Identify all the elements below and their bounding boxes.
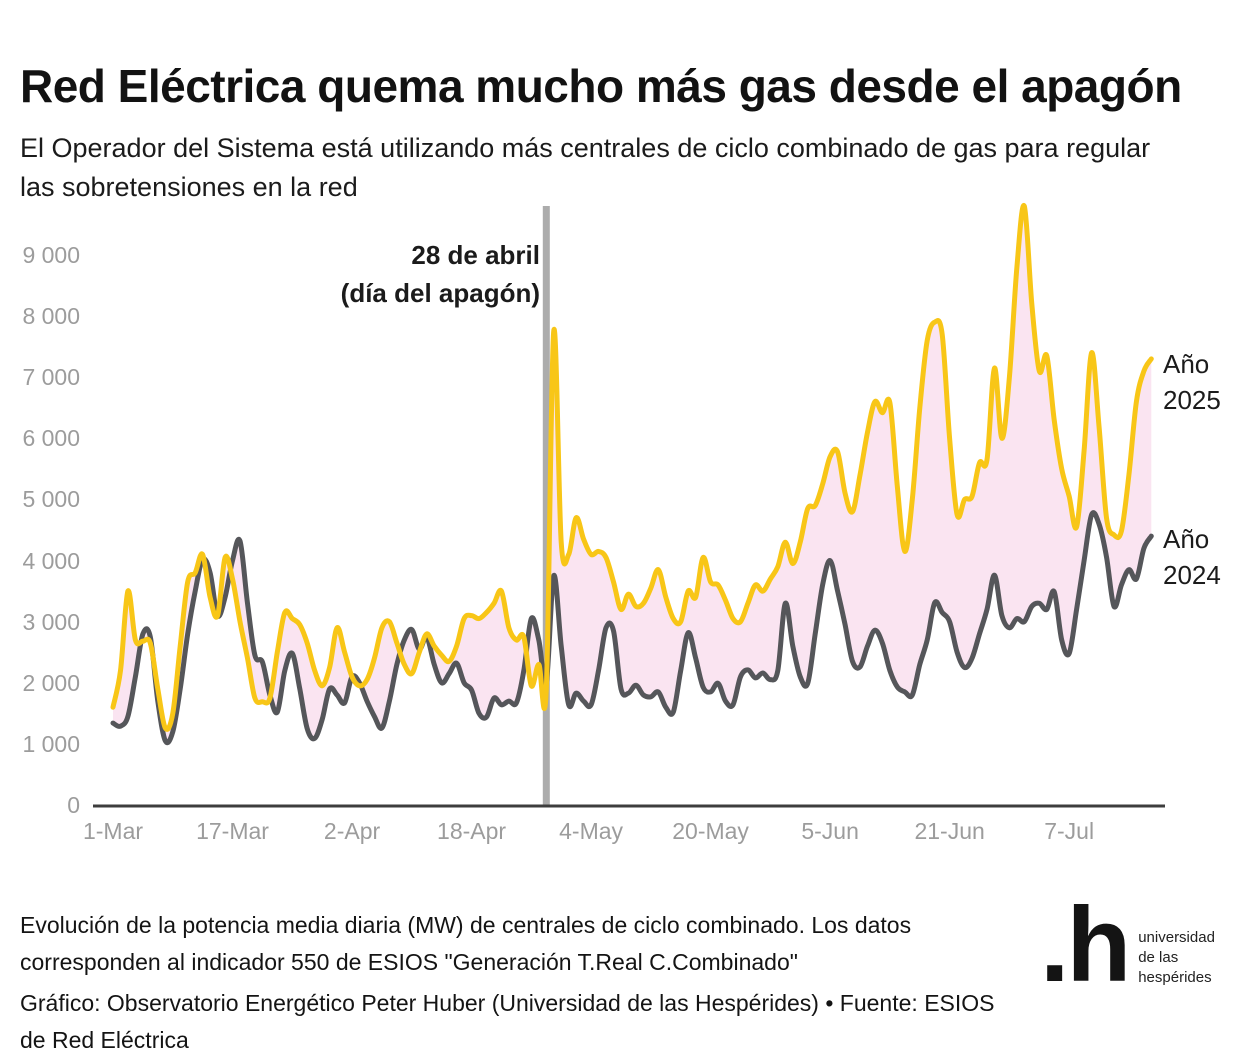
y-tick-label: 3 000	[22, 608, 80, 635]
blackout-annotation-line1: 28 de abril	[411, 240, 540, 270]
hesperides-logo: .h universidad de las hespérides	[1040, 890, 1230, 1000]
legend-label-2025: Año 2025	[1163, 349, 1221, 415]
footer-note: Evolución de la potencia media diaria (M…	[20, 912, 912, 975]
y-tick-label: 2 000	[22, 669, 80, 696]
x-tick-label: 18-Apr	[437, 818, 507, 844]
line-2025	[110, 203, 1154, 732]
x-tick-label: 21-Jun	[914, 818, 985, 844]
blackout-annotation: 28 de abril (día del apagón)	[140, 236, 540, 312]
hesperides-logo-text: universidad de las hespérides	[1138, 902, 1215, 988]
y-tick-label: 0	[67, 792, 80, 818]
y-tick-label: 7 000	[22, 364, 80, 391]
y-tick-label: 9 000	[22, 242, 80, 268]
x-tick-label: 2-Apr	[323, 818, 381, 844]
x-tick-label: 1-Mar	[82, 818, 144, 844]
line-2024	[110, 510, 1154, 746]
x-tick-label: 20-May	[672, 818, 749, 844]
x-tick-label: 7-Jul	[1044, 818, 1095, 844]
blackout-annotation-line2: (día del apagón)	[340, 278, 540, 308]
legend-label-2024: Año 2024	[1163, 524, 1221, 590]
fill-between-band	[113, 205, 1152, 743]
y-tick-label: 1 000	[22, 730, 80, 757]
x-tick-label: 5-Jun	[801, 818, 859, 844]
footer-credit: Gráfico: Observatorio Energético Peter H…	[20, 990, 995, 1050]
x-tick-label: 17-Mar	[196, 818, 269, 844]
y-tick-label: 6 000	[22, 425, 80, 452]
y-tick-label: 4 000	[22, 547, 80, 574]
y-tick-label: 8 000	[22, 303, 80, 330]
logo-text-line3: hespérides	[1138, 969, 1212, 986]
page-title: Red Eléctrica quema mucho más gas desde …	[20, 59, 1182, 112]
hesperides-logo-mark: .h	[1040, 886, 1131, 1004]
page-subtitle: El Operador del Sistema está utilizando …	[20, 133, 1151, 202]
logo-text-line1: universidad	[1138, 929, 1215, 946]
logo-text-line2: de las	[1138, 949, 1179, 966]
y-tick-label: 5 000	[22, 486, 80, 513]
blackout-event-line	[542, 206, 550, 806]
x-tick-label: 4-May	[559, 818, 624, 844]
